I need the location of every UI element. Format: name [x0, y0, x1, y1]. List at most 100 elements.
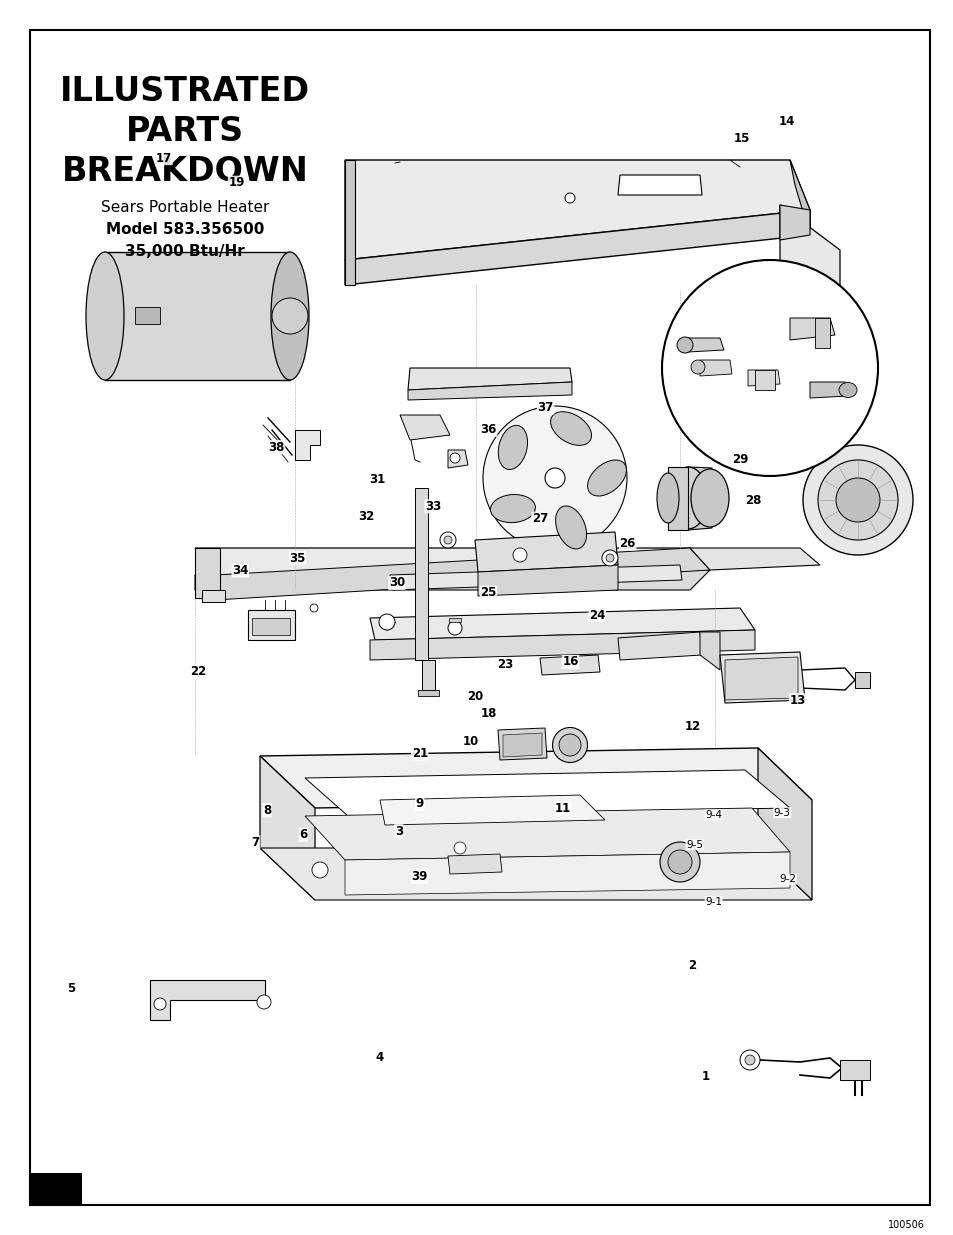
Polygon shape: [667, 467, 687, 530]
Ellipse shape: [558, 734, 580, 756]
Text: 10: 10: [462, 735, 479, 747]
Text: 4: 4: [375, 1051, 383, 1063]
Ellipse shape: [690, 469, 728, 527]
Ellipse shape: [552, 727, 587, 762]
Text: 12: 12: [683, 720, 700, 732]
Polygon shape: [252, 618, 290, 635]
Text: 33: 33: [424, 500, 441, 513]
Polygon shape: [618, 175, 701, 195]
Polygon shape: [448, 853, 501, 874]
Polygon shape: [421, 659, 435, 690]
Polygon shape: [814, 317, 829, 348]
Text: 3: 3: [395, 825, 402, 837]
Text: 32: 32: [357, 510, 375, 522]
Polygon shape: [399, 415, 450, 440]
Circle shape: [544, 468, 564, 488]
Polygon shape: [260, 748, 811, 808]
Polygon shape: [687, 338, 723, 352]
Polygon shape: [618, 632, 701, 659]
Circle shape: [667, 850, 691, 874]
Polygon shape: [754, 370, 774, 390]
Text: 31: 31: [369, 473, 386, 485]
Polygon shape: [194, 548, 220, 598]
Circle shape: [802, 445, 912, 555]
Ellipse shape: [497, 425, 527, 469]
Polygon shape: [840, 1060, 869, 1079]
Text: 39: 39: [411, 871, 428, 883]
Polygon shape: [305, 769, 789, 816]
Text: 23: 23: [497, 658, 514, 671]
Text: 6: 6: [299, 829, 307, 841]
Circle shape: [605, 555, 614, 562]
Polygon shape: [370, 630, 754, 659]
Text: 13: 13: [788, 694, 805, 706]
Text: 16: 16: [45, 37, 68, 56]
Text: 17: 17: [155, 152, 172, 164]
Ellipse shape: [657, 473, 679, 522]
Text: 100506: 100506: [887, 1220, 924, 1230]
Ellipse shape: [490, 494, 535, 522]
Text: 38: 38: [268, 441, 285, 453]
Ellipse shape: [271, 252, 309, 380]
Circle shape: [690, 359, 704, 374]
Circle shape: [513, 548, 526, 562]
Text: 9-4: 9-4: [704, 810, 721, 820]
Text: 28: 28: [744, 494, 761, 506]
Polygon shape: [475, 532, 618, 572]
Polygon shape: [370, 608, 754, 640]
Text: 21: 21: [411, 747, 428, 760]
Text: Sears Portable Heater: Sears Portable Heater: [101, 200, 269, 215]
Polygon shape: [150, 981, 265, 1020]
Circle shape: [310, 604, 317, 613]
Polygon shape: [700, 632, 720, 671]
Text: 18: 18: [479, 708, 497, 720]
Polygon shape: [747, 370, 780, 387]
Polygon shape: [294, 430, 319, 459]
Polygon shape: [194, 548, 709, 576]
Polygon shape: [408, 382, 572, 400]
Polygon shape: [135, 308, 160, 324]
Polygon shape: [789, 317, 834, 340]
Text: 37: 37: [537, 401, 554, 414]
Text: 34: 34: [232, 564, 249, 577]
Text: 5: 5: [68, 982, 75, 994]
Text: 26: 26: [618, 537, 636, 550]
Polygon shape: [345, 852, 789, 895]
Text: 20: 20: [466, 690, 483, 703]
Circle shape: [677, 337, 692, 353]
Circle shape: [378, 614, 395, 630]
Polygon shape: [448, 450, 468, 468]
Text: 25: 25: [479, 587, 497, 599]
Polygon shape: [379, 795, 604, 825]
Text: 30: 30: [388, 577, 405, 589]
Polygon shape: [260, 756, 314, 900]
Circle shape: [564, 193, 575, 203]
Text: 15: 15: [733, 132, 750, 144]
Polygon shape: [539, 655, 599, 676]
Circle shape: [601, 550, 618, 566]
Ellipse shape: [667, 467, 707, 529]
Ellipse shape: [555, 506, 586, 550]
Polygon shape: [390, 564, 681, 590]
Text: 2: 2: [688, 960, 696, 972]
Circle shape: [272, 298, 308, 333]
Polygon shape: [248, 610, 294, 640]
Text: 22: 22: [190, 666, 207, 678]
Polygon shape: [449, 618, 460, 622]
Polygon shape: [214, 548, 709, 600]
Text: PARTS: PARTS: [126, 115, 244, 148]
Circle shape: [661, 261, 877, 475]
Polygon shape: [345, 161, 355, 285]
Polygon shape: [305, 808, 789, 860]
Text: 24: 24: [588, 609, 605, 621]
Text: 11: 11: [554, 803, 571, 815]
Polygon shape: [800, 340, 840, 375]
Polygon shape: [789, 161, 809, 235]
Polygon shape: [415, 488, 428, 659]
Polygon shape: [105, 252, 290, 380]
Polygon shape: [780, 205, 840, 430]
Text: 35: 35: [289, 552, 306, 564]
Text: ILLUSTRATED: ILLUSTRATED: [60, 75, 310, 107]
Text: Model 583.356500: Model 583.356500: [106, 222, 264, 237]
Text: 9: 9: [416, 798, 423, 810]
